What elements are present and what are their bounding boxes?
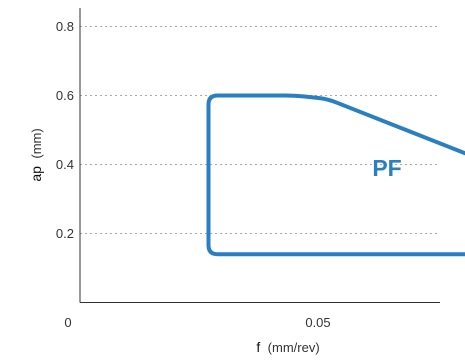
x-tick-labels: 00.050.100.15 — [64, 315, 330, 330]
pf-region-outline — [206, 93, 465, 257]
y-tick-label: 0.8 — [56, 19, 74, 34]
axes — [79, 8, 440, 303]
x-tick-label: 0.05 — [305, 315, 330, 330]
x-axis-label: f (mm/rev) — [256, 339, 319, 356]
y-tick-label: 0.2 — [56, 226, 74, 241]
y-axis-label-main: ap — [28, 166, 44, 182]
y-tick-label: 0.4 — [56, 157, 74, 172]
y-axis-label: ap (mm) — [28, 128, 45, 181]
y-tick-label: 0.6 — [56, 88, 74, 103]
pf-region-label: PF — [372, 155, 401, 181]
pf-region: PF — [206, 93, 465, 257]
x-axis-label-unit: (mm/rev) — [268, 340, 320, 355]
y-axis-label-unit: (mm) — [29, 128, 44, 158]
grid-lines — [80, 26, 440, 234]
x-axis-label-main: f — [256, 339, 260, 355]
x-tick-label: 0 — [64, 315, 71, 330]
y-tick-labels: 0.2 0.4 0.6 0.8 — [56, 19, 74, 241]
